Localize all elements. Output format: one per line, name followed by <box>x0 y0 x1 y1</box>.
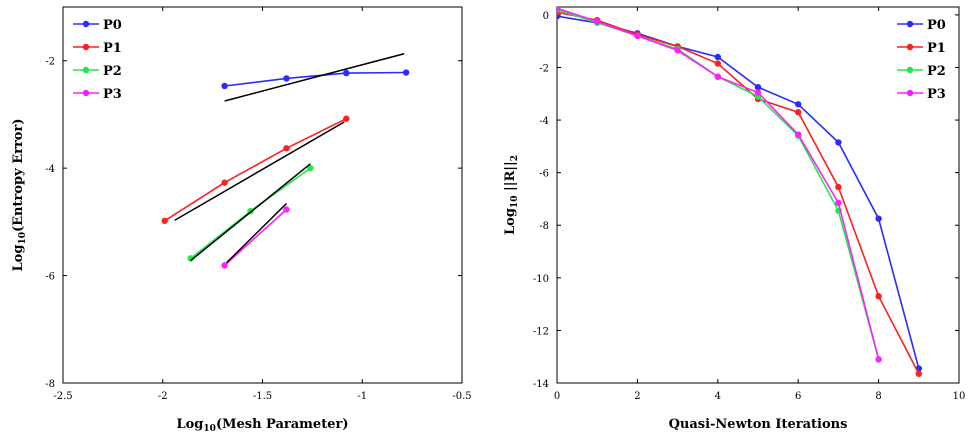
plot-frame <box>556 6 960 384</box>
data-point-P1 <box>714 60 721 67</box>
data-point-P1 <box>795 108 802 116</box>
data-point-P0 <box>835 139 842 146</box>
data-point-P3 <box>674 47 681 54</box>
data-point-P0 <box>283 75 290 82</box>
legend-marker-P2 <box>906 66 914 74</box>
x-tick-label: 10 <box>953 391 966 402</box>
legend-marker-P0 <box>82 20 90 28</box>
plot-area <box>161 53 410 269</box>
legend-label-P1: P1 <box>103 41 122 56</box>
legend-marker-P3 <box>82 89 90 97</box>
series-line-P3 <box>224 208 287 266</box>
y-tick-label: -4 <box>45 164 55 175</box>
x-tick-label: 0 <box>554 391 560 402</box>
data-point-P1 <box>835 183 842 191</box>
data-point-P3 <box>557 7 561 12</box>
legend-marker-P3 <box>906 89 914 97</box>
y-tick-label: -8 <box>45 379 55 390</box>
y-tick-label: -2 <box>45 57 55 68</box>
reference-fit-line <box>224 53 405 102</box>
legend-marker-P0 <box>906 20 914 28</box>
data-point-P0 <box>221 82 228 90</box>
y-tick-label: -14 <box>533 379 549 390</box>
data-point-P3 <box>875 356 882 363</box>
series-line-P0 <box>224 71 407 87</box>
data-point-P1 <box>343 115 350 122</box>
legend-label-P2: P2 <box>927 64 946 79</box>
data-point-P0 <box>754 83 762 91</box>
x-tick-label: -2 <box>158 391 168 402</box>
data-point-P3 <box>634 32 641 40</box>
y-tick-label: -10 <box>533 274 549 285</box>
legend-marker-P2 <box>82 66 90 74</box>
data-point-P3 <box>221 262 228 269</box>
x-axis-label: Log10(Mesh Parameter) <box>177 417 349 434</box>
reference-fit-line <box>174 121 345 221</box>
data-point-P0 <box>343 69 350 77</box>
x-tick-label: 2 <box>634 391 640 402</box>
legend-marker-P1 <box>906 43 914 51</box>
data-point-P0 <box>875 215 882 222</box>
data-point-P3 <box>714 73 721 80</box>
series-line-P0 <box>557 15 920 369</box>
y-tick-label: -6 <box>45 272 55 283</box>
y-tick-label: -6 <box>539 169 549 180</box>
data-point-P3 <box>795 131 802 138</box>
data-point-P1 <box>283 145 290 152</box>
reference-fit-line <box>226 203 287 264</box>
plot-frame <box>62 6 463 384</box>
legend-label-P1: P1 <box>927 41 946 56</box>
x-tick-label: 8 <box>875 391 881 402</box>
plot-area <box>557 7 922 377</box>
data-point-P0 <box>795 101 802 108</box>
y-axis-label: Log10 ||R||2 <box>503 155 520 235</box>
y-tick-label: -8 <box>539 221 549 232</box>
data-point-P0 <box>402 69 410 76</box>
legend-marker-P1 <box>82 43 90 51</box>
data-point-P1 <box>915 370 922 377</box>
chart-panel-1: -2.5 -2 -1.5 -1 -0.5 -8 -6 -4 -2 Log10(Mesh Param… <box>11 6 472 434</box>
legend-label-P3: P3 <box>103 87 122 102</box>
x-axis-label: Quasi-Newton Iterations <box>669 417 848 432</box>
data-point-P3 <box>835 199 842 207</box>
legend: P0 P1 P2 P3 <box>73 18 122 102</box>
data-point-P1 <box>221 179 228 186</box>
series-line-P1 <box>557 11 920 375</box>
y-tick-label: 0 <box>543 11 549 22</box>
x-tick-label: 6 <box>795 391 801 402</box>
data-point-P1 <box>161 217 168 224</box>
chart-panel-2: 0 2 4 6 8 10 -14 -12 -10 -8 -6 -4 -2 0 Quasi-Newton It… <box>503 6 966 432</box>
x-tick-label: 4 <box>715 391 721 402</box>
y-tick-label: -4 <box>539 116 549 127</box>
x-tick-label: -1 <box>357 391 367 402</box>
data-point-P2 <box>307 164 314 172</box>
x-tick-label: -2.5 <box>53 391 72 402</box>
data-point-P3 <box>283 206 290 213</box>
data-point-P3 <box>594 18 601 25</box>
legend-label-P0: P0 <box>103 18 122 33</box>
series-line-P1 <box>164 117 347 222</box>
legend-label-P2: P2 <box>103 64 122 79</box>
x-tick-label: -1.5 <box>253 391 272 402</box>
y-axis-label: Log10(Entropy Error) <box>11 119 28 272</box>
legend-label-P3: P3 <box>927 87 946 102</box>
data-point-P1 <box>875 293 882 300</box>
legend-label-P0: P0 <box>927 18 946 33</box>
y-tick-label: -2 <box>539 63 549 74</box>
data-point-P3 <box>754 89 762 96</box>
x-tick-label: -0.5 <box>452 391 471 402</box>
legend: P0 P1 P2 P3 <box>897 18 946 102</box>
reference-fit-line <box>190 163 311 262</box>
y-tick-label: -12 <box>533 326 549 337</box>
data-point-P0 <box>714 53 721 61</box>
